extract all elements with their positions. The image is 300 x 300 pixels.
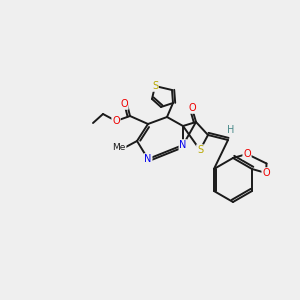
Text: Me: Me [112,143,126,152]
Text: O: O [112,116,120,126]
Text: S: S [197,145,203,155]
Text: O: O [120,99,128,109]
Text: H: H [227,125,235,135]
Text: O: O [262,168,270,178]
Text: S: S [152,81,158,91]
Text: O: O [188,103,196,113]
Text: O: O [243,149,251,159]
Text: N: N [144,154,152,164]
Text: N: N [179,140,187,150]
